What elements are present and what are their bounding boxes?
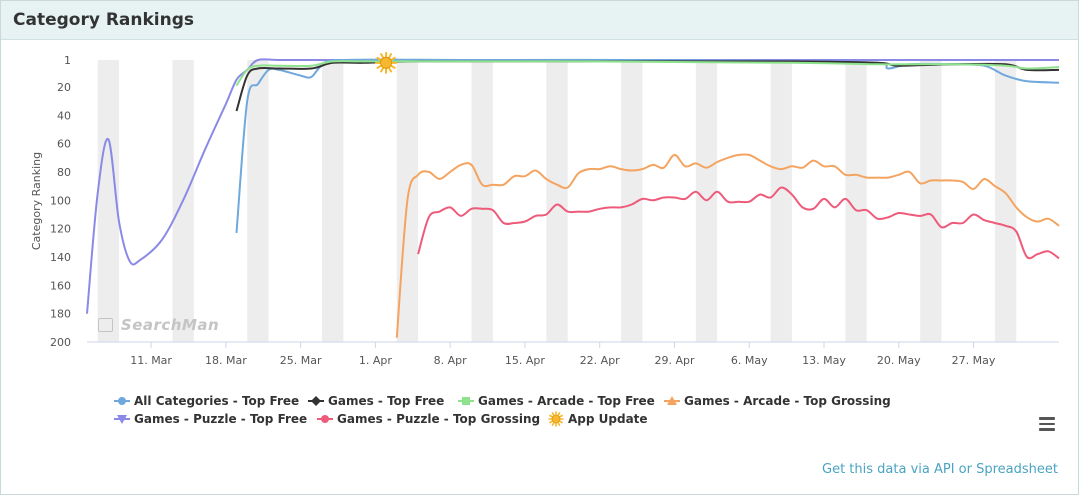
api-spreadsheet-link[interactable]: Get this data via API or Spreadsheet	[822, 462, 1058, 477]
legend-marker-icon	[317, 415, 333, 423]
chart-menu-button[interactable]	[1038, 417, 1056, 433]
y-axis-label: Category Ranking	[30, 152, 43, 250]
y-tick-label: 100	[50, 194, 71, 207]
y-tick-label: 40	[57, 109, 71, 122]
x-tick-label: 13. May	[802, 354, 846, 367]
y-tick-label: 140	[50, 251, 71, 264]
weekend-band	[770, 60, 792, 342]
series-line-games-puzzle-top-free[interactable]	[86, 58, 1059, 314]
x-tick-label: 18. Mar	[205, 354, 247, 367]
legend-label: Games - Arcade - Top Grossing	[684, 394, 891, 408]
watermark: SearchMan	[120, 316, 220, 334]
x-tick-label: 27. May	[952, 354, 996, 367]
y-tick-label: 60	[57, 138, 71, 151]
x-tick-label: 22. Apr	[580, 354, 620, 367]
series-line-games-arcade-top-grossing[interactable]	[395, 153, 1060, 338]
weekend-band	[621, 60, 643, 342]
legend-marker-icon	[548, 411, 564, 427]
y-tick-label: 20	[57, 81, 71, 94]
weekend-band	[994, 60, 1017, 342]
hamburger-icon	[1039, 417, 1055, 420]
legend-label: Games - Puzzle - Top Free	[134, 412, 308, 426]
chart-series	[86, 58, 1060, 338]
x-tick-label: 6. May	[731, 354, 768, 367]
legend-label: Games - Arcade - Top Free	[478, 394, 655, 408]
series-line-games-puzzle-top-grossing[interactable]	[417, 186, 1060, 260]
x-tick-label: 25. Mar	[280, 354, 322, 367]
weekend-band	[247, 60, 269, 342]
legend-label: All Categories - Top Free	[134, 394, 300, 408]
panel-header: Category Rankings	[1, 1, 1078, 40]
x-tick-label: 29. Apr	[654, 354, 694, 367]
y-tick-label: 120	[50, 223, 71, 236]
chart-legend: All Categories - Top Free Games - Top Fre…	[1, 393, 1078, 433]
legend-marker-icon	[458, 397, 474, 405]
legend-label: Games - Top Free	[328, 394, 445, 408]
weekend-band	[471, 60, 493, 342]
weekend-bands	[97, 60, 1017, 342]
legend-marker-icon	[664, 396, 680, 405]
y-tick-label: 80	[57, 166, 71, 179]
weekend-band	[845, 60, 867, 342]
legend-marker-icon	[114, 397, 130, 405]
legend-label: Games - Puzzle - Top Grossing	[337, 412, 541, 426]
weekend-band	[97, 60, 120, 342]
y-tick-label: 160	[50, 279, 71, 292]
weekend-band	[321, 60, 344, 342]
chart-events	[375, 51, 398, 74]
x-axis: 11. Mar 18. Mar 25. Mar 1. Apr 8. Apr 15. Apr…	[87, 341, 1059, 367]
legend-marker-icon	[114, 415, 130, 424]
x-tick-label: 15. Apr	[505, 354, 545, 367]
weekend-band	[546, 60, 568, 342]
app-update-marker[interactable]	[375, 51, 398, 74]
weekend-band	[920, 60, 942, 342]
y-tick-label: 1	[64, 54, 71, 67]
x-tick-label: 11. Mar	[130, 354, 172, 367]
searchman-logo-icon	[98, 318, 113, 332]
y-tick-label: 180	[50, 308, 71, 321]
x-tick-label: 1. Apr	[359, 354, 392, 367]
x-tick-label: 8. Apr	[434, 354, 467, 367]
page-title: Category Rankings	[13, 10, 195, 30]
y-tick-label: 200	[50, 336, 71, 349]
legend-label: App Update	[568, 412, 648, 426]
x-tick-label: 20. May	[877, 354, 921, 367]
legend-marker-icon	[308, 396, 324, 406]
series-line-games-arcade-top-free[interactable]	[235, 60, 1060, 87]
